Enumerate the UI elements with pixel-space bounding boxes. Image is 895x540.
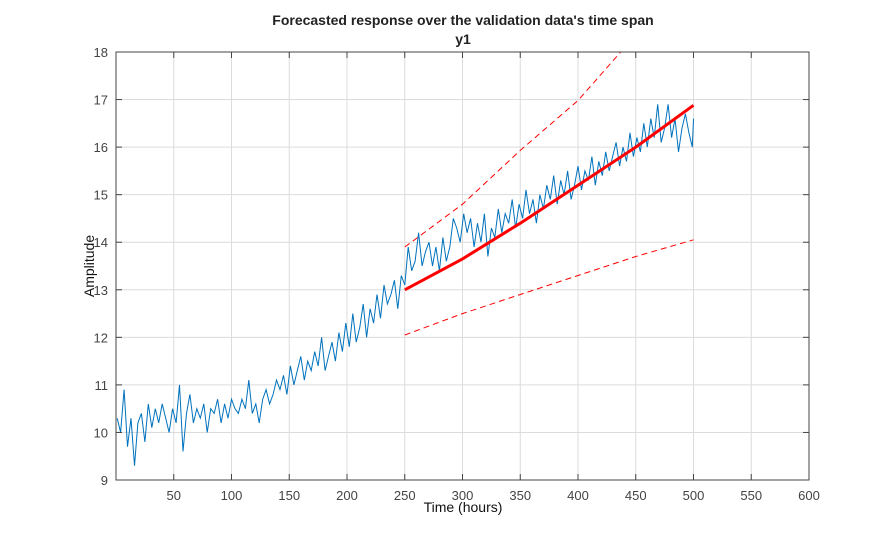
x-tick-label: 200 bbox=[336, 488, 358, 503]
y-tick-label: 14 bbox=[94, 235, 108, 250]
x-tick-label: 450 bbox=[625, 488, 647, 503]
x-tick-label: 150 bbox=[278, 488, 300, 503]
y-tick-label: 13 bbox=[94, 283, 108, 298]
lower-bound-line bbox=[404, 239, 694, 336]
y-tick-label: 17 bbox=[94, 93, 108, 108]
measured-data-line bbox=[116, 104, 694, 466]
chart-title: Forecasted response over the validation … bbox=[272, 12, 653, 28]
x-tick-label: 100 bbox=[221, 488, 243, 503]
x-tick-label: 300 bbox=[452, 488, 474, 503]
x-tick-label: 400 bbox=[567, 488, 589, 503]
y-tick-label: 16 bbox=[94, 140, 108, 155]
y-tick-label: 11 bbox=[95, 378, 109, 393]
chart-subtitle: y1 bbox=[455, 31, 471, 47]
plot-area bbox=[116, 52, 695, 466]
x-tick-label: 500 bbox=[683, 488, 705, 503]
x-tick-label: 600 bbox=[798, 488, 820, 503]
x-tick-label: 250 bbox=[394, 488, 416, 503]
y-tick-label: 12 bbox=[94, 330, 108, 345]
upper-bound-line bbox=[404, 52, 622, 248]
x-tick-label: 550 bbox=[740, 488, 762, 503]
y-axis-label: Amplitude bbox=[81, 235, 97, 297]
y-tick-label: 10 bbox=[94, 425, 108, 440]
x-tick-label: 350 bbox=[509, 488, 531, 503]
y-tick-label: 9 bbox=[101, 473, 108, 488]
y-tick-label: 15 bbox=[94, 188, 108, 203]
x-axis-label: Time (hours) bbox=[424, 499, 503, 515]
forecast-line bbox=[404, 104, 695, 292]
y-axis: 9 10 11 12 13 14 15 16 17 18 bbox=[94, 45, 809, 488]
x-axis: 50 100 150 200 250 300 350 400 450 500 550 600 bbox=[167, 52, 820, 503]
x-tick-label: 50 bbox=[167, 488, 181, 503]
y-tick-label: 18 bbox=[94, 45, 108, 60]
